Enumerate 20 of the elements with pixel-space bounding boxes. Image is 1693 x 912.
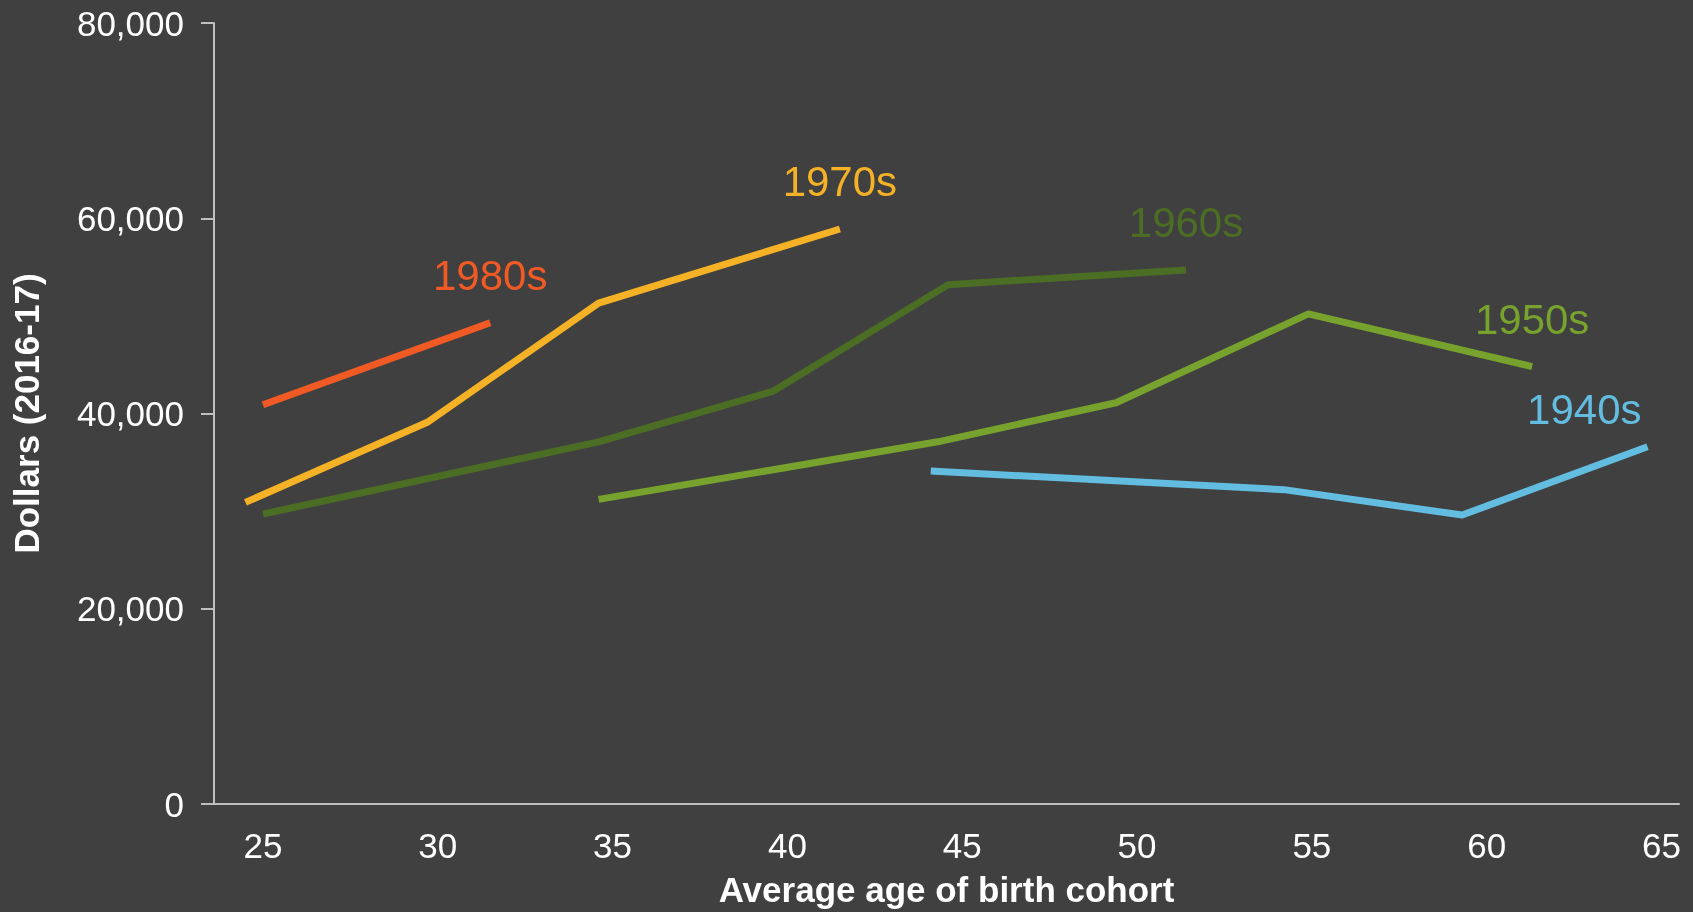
- x-tick-label: 35: [593, 826, 633, 865]
- x-tick-label: 55: [1292, 826, 1332, 865]
- series-label: 1970s: [782, 158, 898, 206]
- x-tick-label: 50: [1117, 826, 1157, 865]
- y-tick-label: 0: [164, 784, 184, 824]
- x-tick-label: 25: [243, 826, 283, 865]
- x-tick-label: 40: [767, 826, 807, 865]
- y-tick-label: 40,000: [76, 394, 184, 433]
- x-tick-label: 45: [942, 826, 982, 865]
- x-axis-title: Average age of birth cohort: [718, 870, 1175, 909]
- y-tick-label: 80,000: [76, 3, 184, 43]
- x-tick-label: 65: [1642, 826, 1681, 865]
- y-axis-title: Dollars (2016-17): [7, 273, 46, 554]
- y-tick-label: 60,000: [76, 198, 184, 238]
- series-label: 1980s: [433, 252, 548, 300]
- y-tick-label: 20,000: [76, 589, 184, 629]
- series-label: 1950s: [1474, 296, 1590, 344]
- series-label: 1940s: [1527, 386, 1642, 434]
- x-tick-label: 30: [418, 826, 458, 865]
- x-tick-label: 60: [1467, 826, 1507, 865]
